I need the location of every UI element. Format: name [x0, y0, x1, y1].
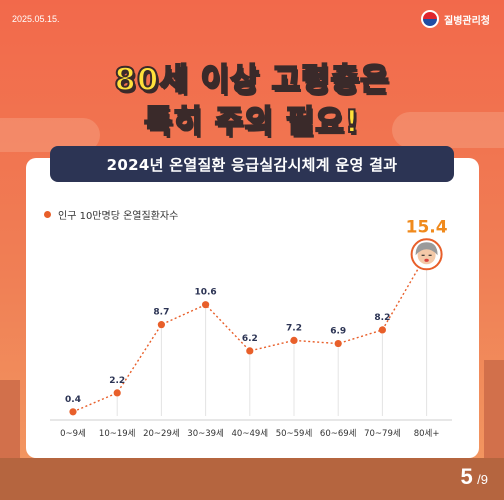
data-point [334, 339, 342, 348]
data-point [246, 347, 254, 355]
data-label-highlight: 15.4 [406, 217, 448, 237]
x-tick-label: 40~49세 [232, 429, 269, 439]
x-tick-label: 10~19세 [99, 429, 136, 439]
data-point [378, 326, 386, 334]
pagination: 5 /9 [460, 464, 488, 490]
data-label: 8.2 [374, 313, 390, 323]
data-point [113, 389, 121, 397]
total-pages: /9 [477, 472, 488, 487]
chart-title-banner: 2024년 온열질환 응급실감시체계 운영 결과 [50, 146, 454, 182]
data-label: 7.2 [286, 323, 302, 333]
x-tick-label: 80세+ [414, 429, 440, 439]
x-tick-label: 70~79세 [364, 429, 401, 439]
building-right [484, 360, 504, 460]
cloud-decoration-right [392, 112, 504, 148]
legend-marker [44, 211, 51, 218]
data-label: 10.6 [194, 288, 216, 298]
x-tick-label: 30~39세 [187, 429, 224, 439]
chart-legend: 인구 10만명당 온열질환자수 [44, 207, 178, 222]
data-point [202, 301, 210, 309]
current-page: 5 [460, 464, 473, 489]
headline-line-1: 80세 이상 고령층은 [113, 61, 390, 99]
elderly-face-skin [417, 246, 436, 265]
data-label: 0.4 [65, 395, 81, 405]
taegeuk-emblem-icon [421, 10, 439, 28]
x-tick-label: 0~9세 [60, 429, 86, 439]
data-point [157, 321, 165, 329]
data-point [290, 336, 298, 344]
data-label: 6.9 [330, 327, 346, 337]
date-label: 2025.05.15. [12, 14, 60, 24]
x-tick-label: 60~69세 [320, 429, 357, 439]
data-point [69, 408, 77, 416]
data-label: 8.7 [153, 308, 169, 318]
headline-line-2: 특히 주의 필요! [143, 103, 360, 141]
data-label: 2.2 [109, 376, 125, 386]
data-label: 6.2 [242, 334, 258, 344]
x-tick-label: 20~29세 [143, 429, 180, 439]
mouth [424, 258, 429, 262]
ground [0, 458, 504, 500]
agency-name: 질병관리청 [444, 15, 490, 27]
chart-card [26, 158, 479, 458]
x-tick-label: 50~59세 [276, 429, 313, 439]
agency-logo: 질병관리청 [421, 10, 490, 28]
elderly-hair [415, 242, 438, 256]
legend-label: 인구 10만명당 온열질환자수 [58, 211, 179, 222]
building-left [0, 380, 20, 460]
